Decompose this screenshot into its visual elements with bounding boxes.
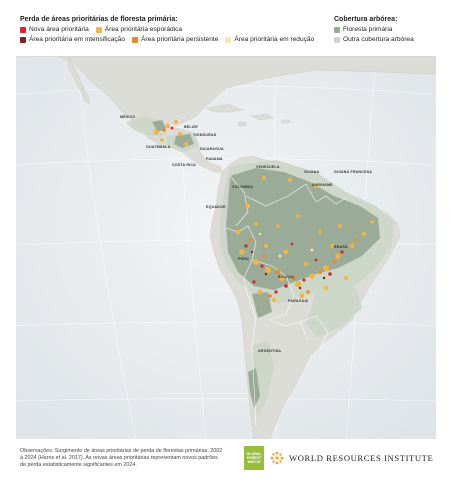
footer-note-line-3: de perda estatisticamente significantes … bbox=[20, 462, 137, 468]
loss-legend-row-2: Área prioritária em intensificação Área … bbox=[20, 36, 350, 43]
swatch-intensifying bbox=[20, 36, 26, 43]
label-guatemala: GUATEMALA bbox=[146, 145, 171, 149]
loss-legend-title: Perda de áreas prioritárias de floresta … bbox=[20, 16, 178, 23]
footer-note-line-2: à 2024 (Harris et al. 2017). As novas ár… bbox=[20, 455, 218, 461]
gfw-logo-line-3: WATCH bbox=[247, 460, 261, 465]
legend-item-new: Nova área prioritária bbox=[20, 26, 89, 33]
swatch-primary-forest bbox=[334, 26, 340, 33]
wri-logo-text: WORLD RESOURCES INSTITUTE bbox=[289, 453, 434, 463]
gfw-logo-line-2: FOREST bbox=[246, 455, 262, 460]
legend-label-new: Nova área prioritária bbox=[29, 26, 89, 33]
legend-label-sporadic: Área prioritária esporádica bbox=[104, 26, 183, 33]
label-peru: PERU bbox=[238, 257, 249, 261]
legend-item-primary-forest: Floresta primária bbox=[334, 26, 392, 33]
map-svg: MÉXICO BELIZE HONDURAS GUATEMALA NICARAG… bbox=[16, 56, 436, 439]
label-argentina: ARGENTINA bbox=[258, 349, 281, 353]
footer-note-line-1: Observações: Surgimento de áreas priorit… bbox=[20, 448, 223, 454]
label-costa-rica: COSTA RICA bbox=[172, 163, 196, 167]
label-nicaragua: NICARAGUA bbox=[200, 147, 224, 151]
cover-legend: Cobertura arbórea: Floresta primária Out… bbox=[334, 16, 434, 43]
legend-label-persistent: Área prioritária persistente bbox=[141, 36, 219, 43]
wri-mark-icon bbox=[270, 451, 284, 465]
label-suriname: SURINAME bbox=[312, 183, 333, 187]
cover-legend-row-2: Outra cobertura arbórea bbox=[334, 36, 434, 43]
swatch-new bbox=[20, 26, 26, 33]
label-venezuela: VENEZUELA bbox=[256, 165, 280, 169]
label-panama: PANAMÁ bbox=[206, 156, 223, 161]
legend-item-intensifying: Área prioritária em intensificação bbox=[20, 36, 125, 43]
hotspots-diminishing bbox=[258, 232, 314, 258]
land-caribbean bbox=[205, 103, 291, 127]
label-belize: BELIZE bbox=[184, 125, 198, 129]
hotspots-sporadic bbox=[153, 120, 374, 303]
legend-item-sporadic: Área prioritária esporádica bbox=[95, 26, 183, 33]
land-yucatan bbox=[167, 111, 189, 127]
map-legend: Perda de áreas prioritárias de floresta … bbox=[20, 16, 436, 56]
land-baja bbox=[67, 57, 91, 105]
label-brasil: BRASIL bbox=[334, 245, 349, 249]
loss-legend-row-1: Nova área prioritária Área prioritária e… bbox=[20, 26, 350, 33]
label-paraguai: PARAGUAI bbox=[288, 299, 309, 303]
footer-note: Observações: Surgimento de áreas priorit… bbox=[20, 448, 240, 469]
wri-logo: WORLD RESOURCES INSTITUTE bbox=[270, 451, 433, 465]
label-equador: EQUADOR bbox=[206, 205, 226, 209]
legend-label-intensifying: Área prioritária em intensificação bbox=[29, 36, 126, 43]
label-mexico: MÉXICO bbox=[120, 114, 135, 119]
label-guiana: GUIANA bbox=[304, 170, 320, 174]
gfw-logo: GLOBAL FOREST WATCH bbox=[244, 446, 264, 470]
hotspots bbox=[153, 120, 374, 303]
label-guiana-francesa: GUIANA FRANCESA bbox=[334, 170, 372, 174]
country-labels: MÉXICO BELIZE HONDURAS GUATEMALA NICARAG… bbox=[120, 114, 372, 353]
legend-label-other-tree-cover: Outra cobertura arbórea bbox=[343, 36, 414, 43]
legend-label-diminishing: Área prioritária em redução bbox=[234, 36, 315, 43]
label-bolivia: BOLÍVIA bbox=[278, 274, 294, 279]
hotspots-intensifying bbox=[250, 250, 326, 290]
label-honduras: HONDURAS bbox=[194, 133, 217, 137]
swatch-persistent bbox=[132, 36, 139, 43]
swatch-sporadic bbox=[95, 26, 102, 33]
legend-label-primary-forest: Floresta primária bbox=[343, 26, 393, 33]
gfw-logo-line-1: GLOBAL bbox=[246, 451, 262, 456]
cover-legend-title: Cobertura arbórea: bbox=[334, 16, 398, 23]
cover-legend-row-1: Floresta primária bbox=[334, 26, 434, 33]
legend-item-other-tree-cover: Outra cobertura arbórea bbox=[334, 36, 414, 43]
hotspots-persistent bbox=[162, 128, 358, 298]
swatch-diminishing bbox=[225, 36, 232, 43]
label-colombia: COLÔMBIA bbox=[232, 184, 253, 189]
hotspots-new bbox=[170, 126, 344, 294]
legend-item-persistent: Área prioritária persistente bbox=[132, 36, 218, 43]
legend-item-diminishing: Área prioritária em redução bbox=[225, 36, 314, 43]
swatch-other-tree-cover bbox=[334, 36, 340, 43]
loss-legend: Perda de áreas prioritárias de floresta … bbox=[20, 16, 350, 43]
map-panel: MÉXICO BELIZE HONDURAS GUATEMALA NICARAG… bbox=[16, 56, 436, 439]
